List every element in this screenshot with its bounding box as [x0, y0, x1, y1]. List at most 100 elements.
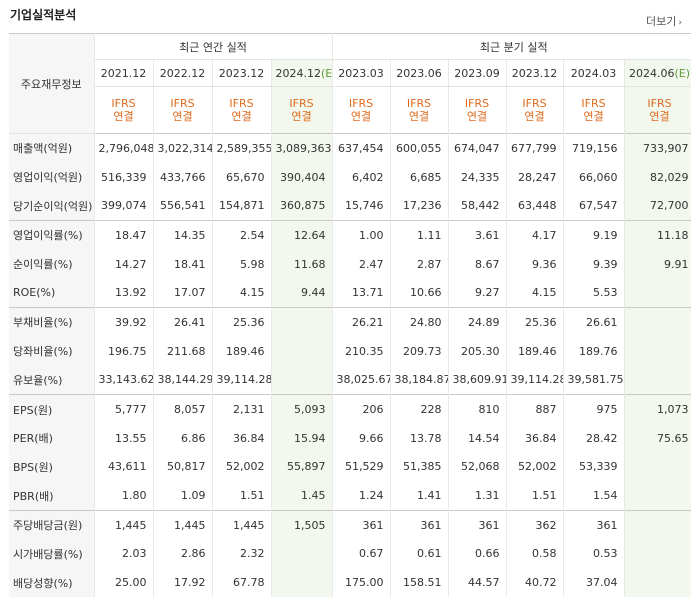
- more-link-label: 더보기: [646, 15, 677, 28]
- ifrs-standard: IFRS: [647, 97, 672, 110]
- table-cell: 1,445: [153, 509, 213, 540]
- table-cell: 12.64: [271, 220, 333, 250]
- table-cell: 52,002: [212, 452, 272, 482]
- table-cell: 15,746: [331, 191, 391, 221]
- table-cell: 13.71: [331, 278, 391, 308]
- table-cell: 50,817: [153, 452, 213, 482]
- ifrs-standard: IFRS: [522, 97, 547, 110]
- table-cell: 4.15: [506, 278, 564, 308]
- row-label: 배당성향(%): [9, 568, 95, 597]
- table-cell: [624, 336, 691, 366]
- table-cell: 5,093: [271, 394, 333, 424]
- table-cell: 38,184.87: [390, 365, 449, 395]
- table-cell: 1.45: [271, 481, 333, 511]
- ifrs-standard: IFRS: [170, 97, 195, 110]
- table-cell: 9.36: [506, 249, 564, 279]
- table-cell: 13.78: [390, 423, 449, 453]
- table-row: 당좌비율(%) 196.75 211.68 189.46 210.35 209.73 205…: [9, 336, 691, 366]
- table-cell: 975: [563, 394, 625, 424]
- period-header: 2023.12: [506, 59, 564, 87]
- table-cell: 9.27: [448, 278, 507, 308]
- table-cell: 3,022,314: [153, 132, 213, 163]
- table-cell: 5.98: [212, 249, 272, 279]
- table-cell: 1.09: [153, 481, 213, 511]
- table-cell: 82,029: [624, 162, 691, 192]
- table-cell: 556,541: [153, 191, 213, 221]
- table-cell: 4.15: [212, 278, 272, 308]
- table-cell: 2,131: [212, 394, 272, 424]
- ifrs-consolidated: 연결: [350, 110, 372, 123]
- table-cell: 14.27: [94, 249, 154, 279]
- table-cell: 9.91: [624, 249, 691, 279]
- header-label: 주요재무정보: [9, 33, 95, 134]
- table-cell: 674,047: [448, 132, 507, 163]
- estimate-marker: (E): [674, 66, 691, 80]
- table-cell: 362: [506, 509, 564, 540]
- table-cell: [271, 336, 333, 366]
- table-cell: 17.92: [153, 568, 213, 597]
- table-cell: 0.58: [506, 539, 564, 569]
- period-header: 2024.06(E): [624, 59, 691, 87]
- table-cell: 6.86: [153, 423, 213, 453]
- table-cell: 18.41: [153, 249, 213, 279]
- table-cell: 36.84: [506, 423, 564, 453]
- row-label: 당기순이익(억원): [9, 191, 95, 221]
- period-header: 2022.12: [153, 59, 213, 87]
- ifrs-label: IFRS 연결: [624, 86, 691, 134]
- row-label: 영업이익률(%): [9, 220, 95, 250]
- row-label: 유보율(%): [9, 365, 95, 395]
- table-cell: 1.00: [331, 220, 391, 250]
- table-cell: 14.54: [448, 423, 507, 453]
- table-cell: 14.35: [153, 220, 213, 250]
- table-cell: 51,529: [331, 452, 391, 482]
- ifrs-standard: IFRS: [229, 97, 254, 110]
- table-cell: 25.36: [506, 307, 564, 337]
- table-cell: [271, 568, 333, 597]
- table-cell: 13.55: [94, 423, 154, 453]
- financial-table: 주요재무정보 최근 연간 실적 최근 분기 실적 2021.12 2022.12 2…: [9, 33, 691, 597]
- table-cell: 55,897: [271, 452, 333, 482]
- table-cell: 189.46: [212, 336, 272, 366]
- table-cell: 9.66: [331, 423, 391, 453]
- table-cell: 8,057: [153, 394, 213, 424]
- ifrs-consolidated: 연결: [524, 110, 545, 123]
- table-cell: 9.39: [563, 249, 625, 279]
- table-cell: [271, 307, 333, 337]
- table-cell: 52,002: [506, 452, 564, 482]
- table-cell: 28,247: [506, 162, 564, 192]
- table-cell: 677,799: [506, 132, 564, 163]
- table-row: 배당성향(%) 25.00 17.92 67.78 175.00 158.51 44.57 4…: [9, 568, 691, 597]
- table-row: EPS(원) 5,777 8,057 2,131 5,093 206 228 810 887 97…: [9, 394, 691, 424]
- annual-group-header: 최근 연간 실적: [94, 33, 333, 60]
- row-label: PBR(배): [9, 481, 95, 511]
- table-cell: 516,339: [94, 162, 154, 192]
- ifrs-consolidated: 연결: [408, 110, 430, 123]
- table-cell: 361: [563, 509, 625, 540]
- table-cell: 175.00: [331, 568, 391, 597]
- table-cell: 1.51: [212, 481, 272, 511]
- ifrs-label: IFRS 연결: [153, 86, 213, 134]
- ifrs-label: IFRS 연결: [212, 86, 272, 134]
- ifrs-consolidated: 연결: [583, 110, 604, 123]
- table-cell: 1.80: [94, 481, 154, 511]
- table-cell: [624, 365, 691, 395]
- row-label: 시가배당률(%): [9, 539, 95, 569]
- ifrs-standard: IFRS: [348, 97, 374, 110]
- table-cell: 4.17: [506, 220, 564, 250]
- table-row: 유보율(%) 33,143.62 38,144.29 39,114.28 38,025.…: [9, 365, 691, 395]
- table-cell: 40.72: [506, 568, 564, 597]
- row-label: ROE(%): [9, 278, 95, 308]
- ifrs-standard: IFRS: [406, 97, 432, 110]
- ifrs-label: IFRS 연결: [390, 86, 449, 134]
- table-cell: 2,796,048: [94, 132, 154, 163]
- table-cell: 51,385: [390, 452, 449, 482]
- table-row: PER(배) 13.55 6.86 36.84 15.94 9.66 13.78 14.54 3…: [9, 423, 691, 453]
- table-cell: 2.47: [331, 249, 391, 279]
- table-cell: [624, 452, 691, 482]
- table-cell: [624, 278, 691, 308]
- more-link[interactable]: 더보기 ›: [646, 13, 682, 29]
- table-row: BPS(원) 43,611 50,817 52,002 55,897 51,529 51,3…: [9, 452, 691, 482]
- section-title: 기업실적분석: [10, 8, 77, 22]
- header-ifrs-row: IFRS 연결 IFRS 연결 IFRS 연결 IFRS 연결 IFRS 연결 IFRS 연결 IFRS…: [9, 86, 691, 134]
- ifrs-label: IFRS 연결: [94, 86, 154, 134]
